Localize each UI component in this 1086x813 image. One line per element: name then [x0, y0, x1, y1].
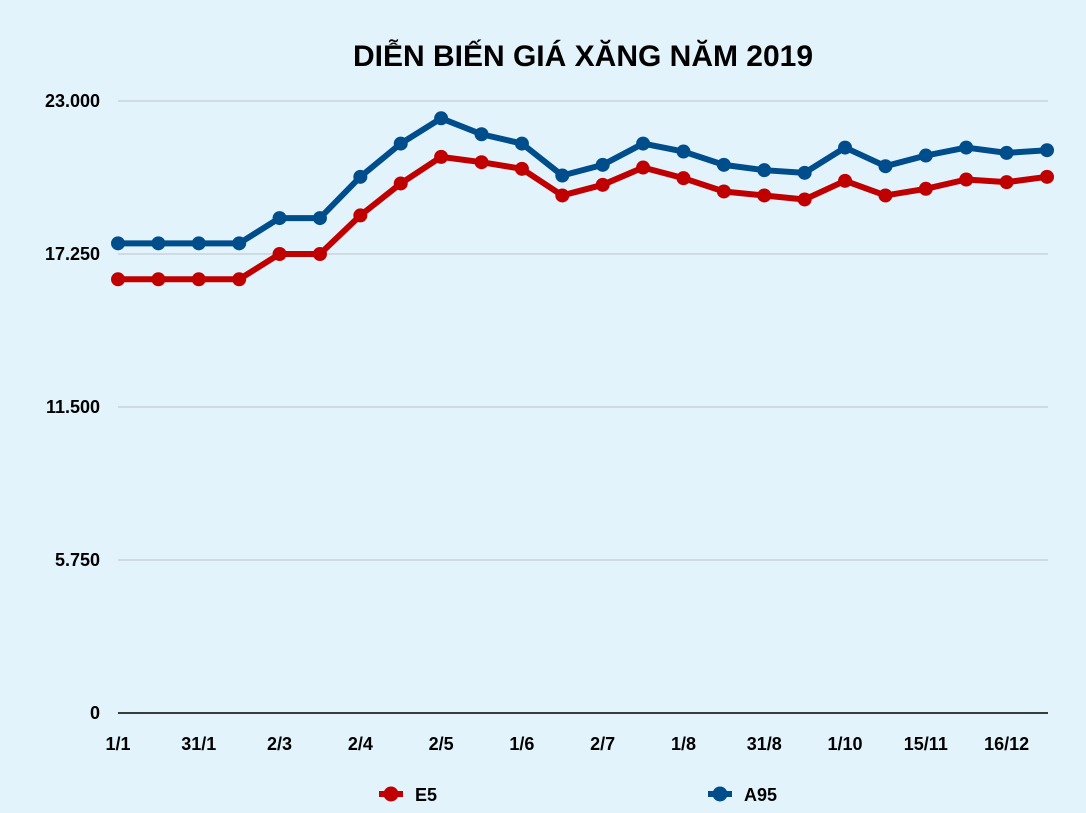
- data-point: [151, 236, 166, 251]
- data-point: [474, 155, 489, 170]
- data-point: [878, 188, 893, 203]
- legend-marker: [712, 786, 728, 802]
- x-tick-label: 1/6: [509, 734, 534, 754]
- data-point: [393, 136, 408, 151]
- data-point: [514, 136, 529, 151]
- x-tick-label: 1/10: [828, 734, 863, 754]
- series-line: [115, 153, 1050, 283]
- data-point: [191, 272, 206, 287]
- y-tick-label: 17.250: [45, 244, 100, 264]
- x-tick-label: 2/5: [429, 734, 454, 754]
- x-tick-label: 2/7: [590, 734, 615, 754]
- data-point: [676, 171, 691, 186]
- x-tick-label: 15/11: [904, 734, 948, 754]
- data-point: [757, 188, 772, 203]
- data-point: [474, 127, 489, 142]
- y-tick-label: 0: [90, 703, 100, 723]
- data-point: [999, 145, 1014, 160]
- data-point: [555, 188, 570, 203]
- data-point: [838, 140, 853, 155]
- data-point: [1040, 169, 1054, 184]
- x-axis-ticks: 1/1 31/1 2/3 2/4 2/5 1/6 2/7 1/8 31/8 1/10 15/11 16…: [105, 734, 1029, 754]
- y-tick-label: 23.000: [45, 91, 100, 111]
- data-point: [111, 236, 125, 251]
- data-point: [595, 177, 610, 192]
- data-point: [716, 184, 731, 199]
- series-e5: [111, 149, 1054, 287]
- data-point: [918, 148, 933, 163]
- data-point: [636, 136, 651, 151]
- data-point: [797, 192, 812, 207]
- data-point: [353, 169, 368, 184]
- series-line: [115, 115, 1050, 247]
- data-point: [676, 144, 691, 159]
- data-point: [878, 159, 893, 174]
- data-point: [716, 157, 731, 172]
- data-point: [232, 272, 247, 287]
- x-tick-label: 1/1: [105, 734, 130, 754]
- x-tick-label: 2/4: [348, 734, 373, 754]
- x-tick-label: 16/12: [984, 734, 1029, 754]
- data-point: [595, 157, 610, 172]
- chart-title: DIỄN BIẾN GIÁ XĂNG NĂM 2019: [353, 39, 813, 73]
- data-point: [312, 211, 327, 226]
- data-point: [353, 208, 368, 223]
- data-point: [999, 175, 1014, 190]
- legend: E5 A95: [379, 785, 777, 805]
- y-axis-ticks: 0 5.750 11.500 17.250 23.000: [45, 91, 100, 723]
- data-point: [838, 173, 853, 188]
- data-point: [191, 236, 206, 251]
- data-point: [514, 161, 529, 176]
- data-point: [312, 247, 327, 261]
- data-point: [434, 111, 449, 126]
- data-point: [636, 160, 651, 175]
- y-tick-label: 11.500: [46, 397, 100, 417]
- x-tick-label: 31/1: [181, 734, 216, 754]
- legend-label: E5: [415, 785, 437, 805]
- data-point: [757, 163, 772, 178]
- data-point: [272, 247, 287, 261]
- data-point: [434, 149, 449, 164]
- data-point: [797, 165, 812, 180]
- data-point: [555, 168, 570, 183]
- legend-item-e5: E5: [379, 785, 437, 805]
- series-group: [111, 111, 1054, 287]
- data-point: [272, 211, 287, 226]
- x-tick-label: 1/8: [671, 734, 696, 754]
- data-point: [232, 236, 247, 251]
- x-tick-label: 31/8: [747, 734, 782, 754]
- series-a95: [111, 111, 1054, 251]
- data-point: [111, 272, 125, 287]
- data-point: [1040, 143, 1054, 158]
- legend-marker: [383, 786, 399, 802]
- y-tick-label: 5.750: [55, 550, 100, 570]
- data-point: [959, 140, 974, 155]
- data-point: [959, 172, 974, 187]
- data-point: [918, 181, 933, 196]
- data-point: [151, 272, 166, 287]
- x-tick-label: 2/3: [267, 734, 292, 754]
- data-point: [393, 176, 408, 191]
- legend-label: A95: [744, 785, 777, 805]
- legend-item-a95: A95: [708, 785, 777, 805]
